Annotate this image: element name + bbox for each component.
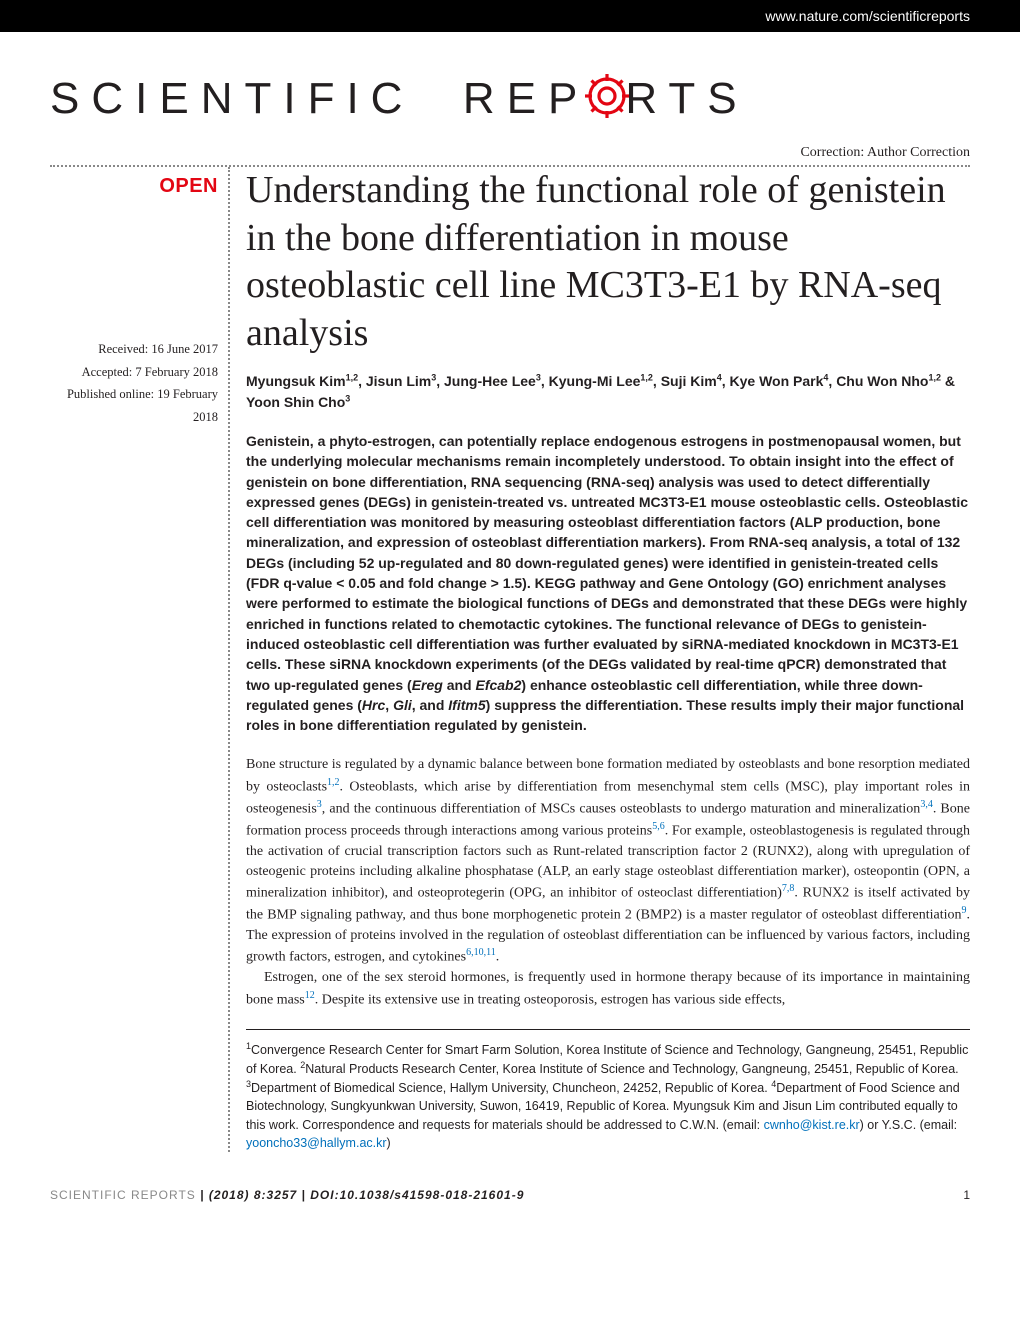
ref-link[interactable]: 7,8 bbox=[782, 883, 795, 894]
logo-text-scientific: SCIENTIFIC bbox=[50, 74, 414, 123]
author-list: Myungsuk Kim1,2, Jisun Lim3, Jung-Hee Le… bbox=[246, 371, 970, 413]
date-published: Published online: 19 February 2018 bbox=[50, 383, 218, 428]
journal-logo: SCIENTIFIC REP RTS bbox=[0, 32, 1020, 141]
correction-link[interactable]: Correction: Author Correction bbox=[0, 141, 1020, 165]
page-number: 1 bbox=[963, 1188, 970, 1202]
article-dates: Received: 16 June 2017 Accepted: 7 Febru… bbox=[50, 338, 218, 428]
affiliation-divider bbox=[246, 1029, 970, 1030]
open-access-badge: OPEN bbox=[50, 175, 218, 198]
left-sidebar: OPEN Received: 16 June 2017 Accepted: 7 … bbox=[50, 167, 230, 1152]
article-main: Understanding the functional role of gen… bbox=[246, 167, 970, 1152]
article-title: Understanding the functional role of gen… bbox=[246, 167, 970, 357]
ref-link[interactable]: 12 bbox=[305, 990, 315, 1001]
date-accepted: Accepted: 7 February 2018 bbox=[50, 361, 218, 384]
logo-text-rep: REP bbox=[463, 74, 589, 123]
corresponding-email-1[interactable]: cwnho@kist.re.kr bbox=[764, 1118, 860, 1132]
header-url-bar: www.nature.com/scientificreports bbox=[0, 0, 1020, 32]
ref-link[interactable]: 5,6 bbox=[652, 821, 665, 832]
ref-link[interactable]: 1,2 bbox=[327, 777, 340, 788]
abstract: Genistein, a phyto-estrogen, can potenti… bbox=[246, 431, 970, 735]
body-paragraph-1: Bone structure is regulated by a dynamic… bbox=[246, 755, 970, 968]
journal-url[interactable]: www.nature.com/scientificreports bbox=[765, 8, 970, 24]
body-text: Bone structure is regulated by a dynamic… bbox=[246, 755, 970, 1010]
affiliations: 1Convergence Research Center for Smart F… bbox=[246, 1040, 970, 1152]
body-paragraph-2: Estrogen, one of the sex steroid hormone… bbox=[246, 968, 970, 1010]
corresponding-email-2[interactable]: yooncho33@hallym.ac.kr bbox=[246, 1136, 387, 1150]
date-received: Received: 16 June 2017 bbox=[50, 338, 218, 361]
page-footer: SCIENTIFIC REPORTS | (2018) 8:3257 | DOI… bbox=[0, 1168, 1020, 1222]
logo-text-rts: RTS bbox=[625, 74, 748, 123]
ref-link[interactable]: 3,4 bbox=[920, 799, 933, 810]
footer-citation: SCIENTIFIC REPORTS | (2018) 8:3257 | DOI… bbox=[50, 1188, 524, 1202]
ref-link[interactable]: 6,10,11 bbox=[466, 947, 496, 958]
